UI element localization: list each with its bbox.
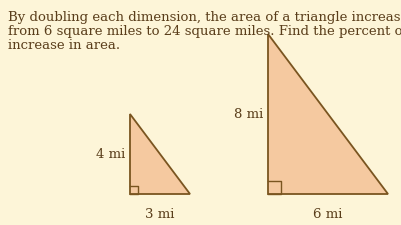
Text: By doubling each dimension, the area of a triangle increased: By doubling each dimension, the area of …: [8, 11, 401, 24]
Text: 3 mi: 3 mi: [145, 207, 174, 220]
Polygon shape: [267, 35, 387, 194]
Text: 4 mi: 4 mi: [95, 148, 125, 161]
Text: increase in area.: increase in area.: [8, 39, 120, 52]
Text: 6 mi: 6 mi: [312, 207, 342, 220]
Text: 8 mi: 8 mi: [233, 108, 262, 121]
Polygon shape: [130, 115, 190, 194]
Text: from 6 square miles to 24 square miles. Find the percent of: from 6 square miles to 24 square miles. …: [8, 25, 401, 38]
